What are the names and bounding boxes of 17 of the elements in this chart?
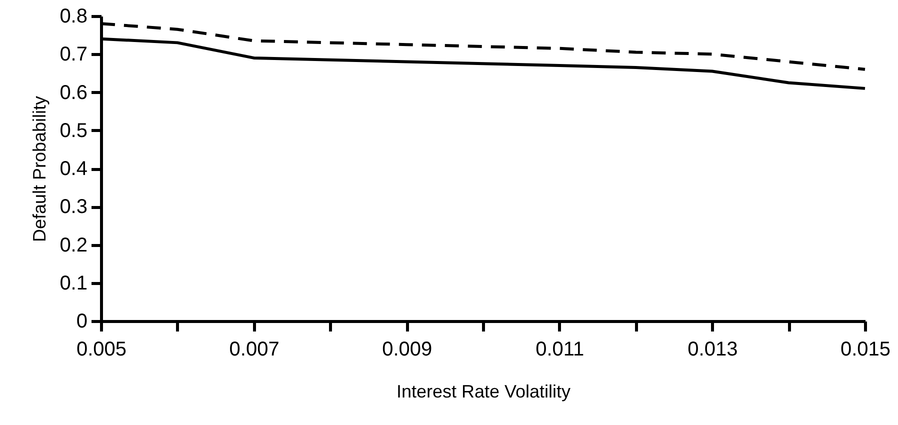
x-tick-label: 0.007 <box>229 338 280 360</box>
y-tick-label: 0 <box>76 310 88 332</box>
x-tick-label: 0.011 <box>536 338 584 360</box>
y-tick-label: 0.1 <box>60 272 88 294</box>
y-tick-label: 0.7 <box>60 44 88 66</box>
y-axis-title: Default Probability <box>30 96 50 242</box>
x-axis-title: Interest Rate Volatility <box>396 382 571 402</box>
y-tick-label: 0.4 <box>60 158 88 180</box>
x-tick-label: 0.013 <box>688 338 738 360</box>
y-tick-label: 0.5 <box>60 120 88 142</box>
y-tick-label: 0.2 <box>60 234 88 256</box>
y-tick-label: 0.8 <box>60 6 88 28</box>
x-tick-label: 0.015 <box>840 338 891 360</box>
x-tick-label: 0.005 <box>76 338 127 360</box>
y-tick-label: 0.6 <box>60 82 88 104</box>
y-tick-label: 0.3 <box>60 196 88 218</box>
x-tick-label: 0.009 <box>382 338 432 360</box>
